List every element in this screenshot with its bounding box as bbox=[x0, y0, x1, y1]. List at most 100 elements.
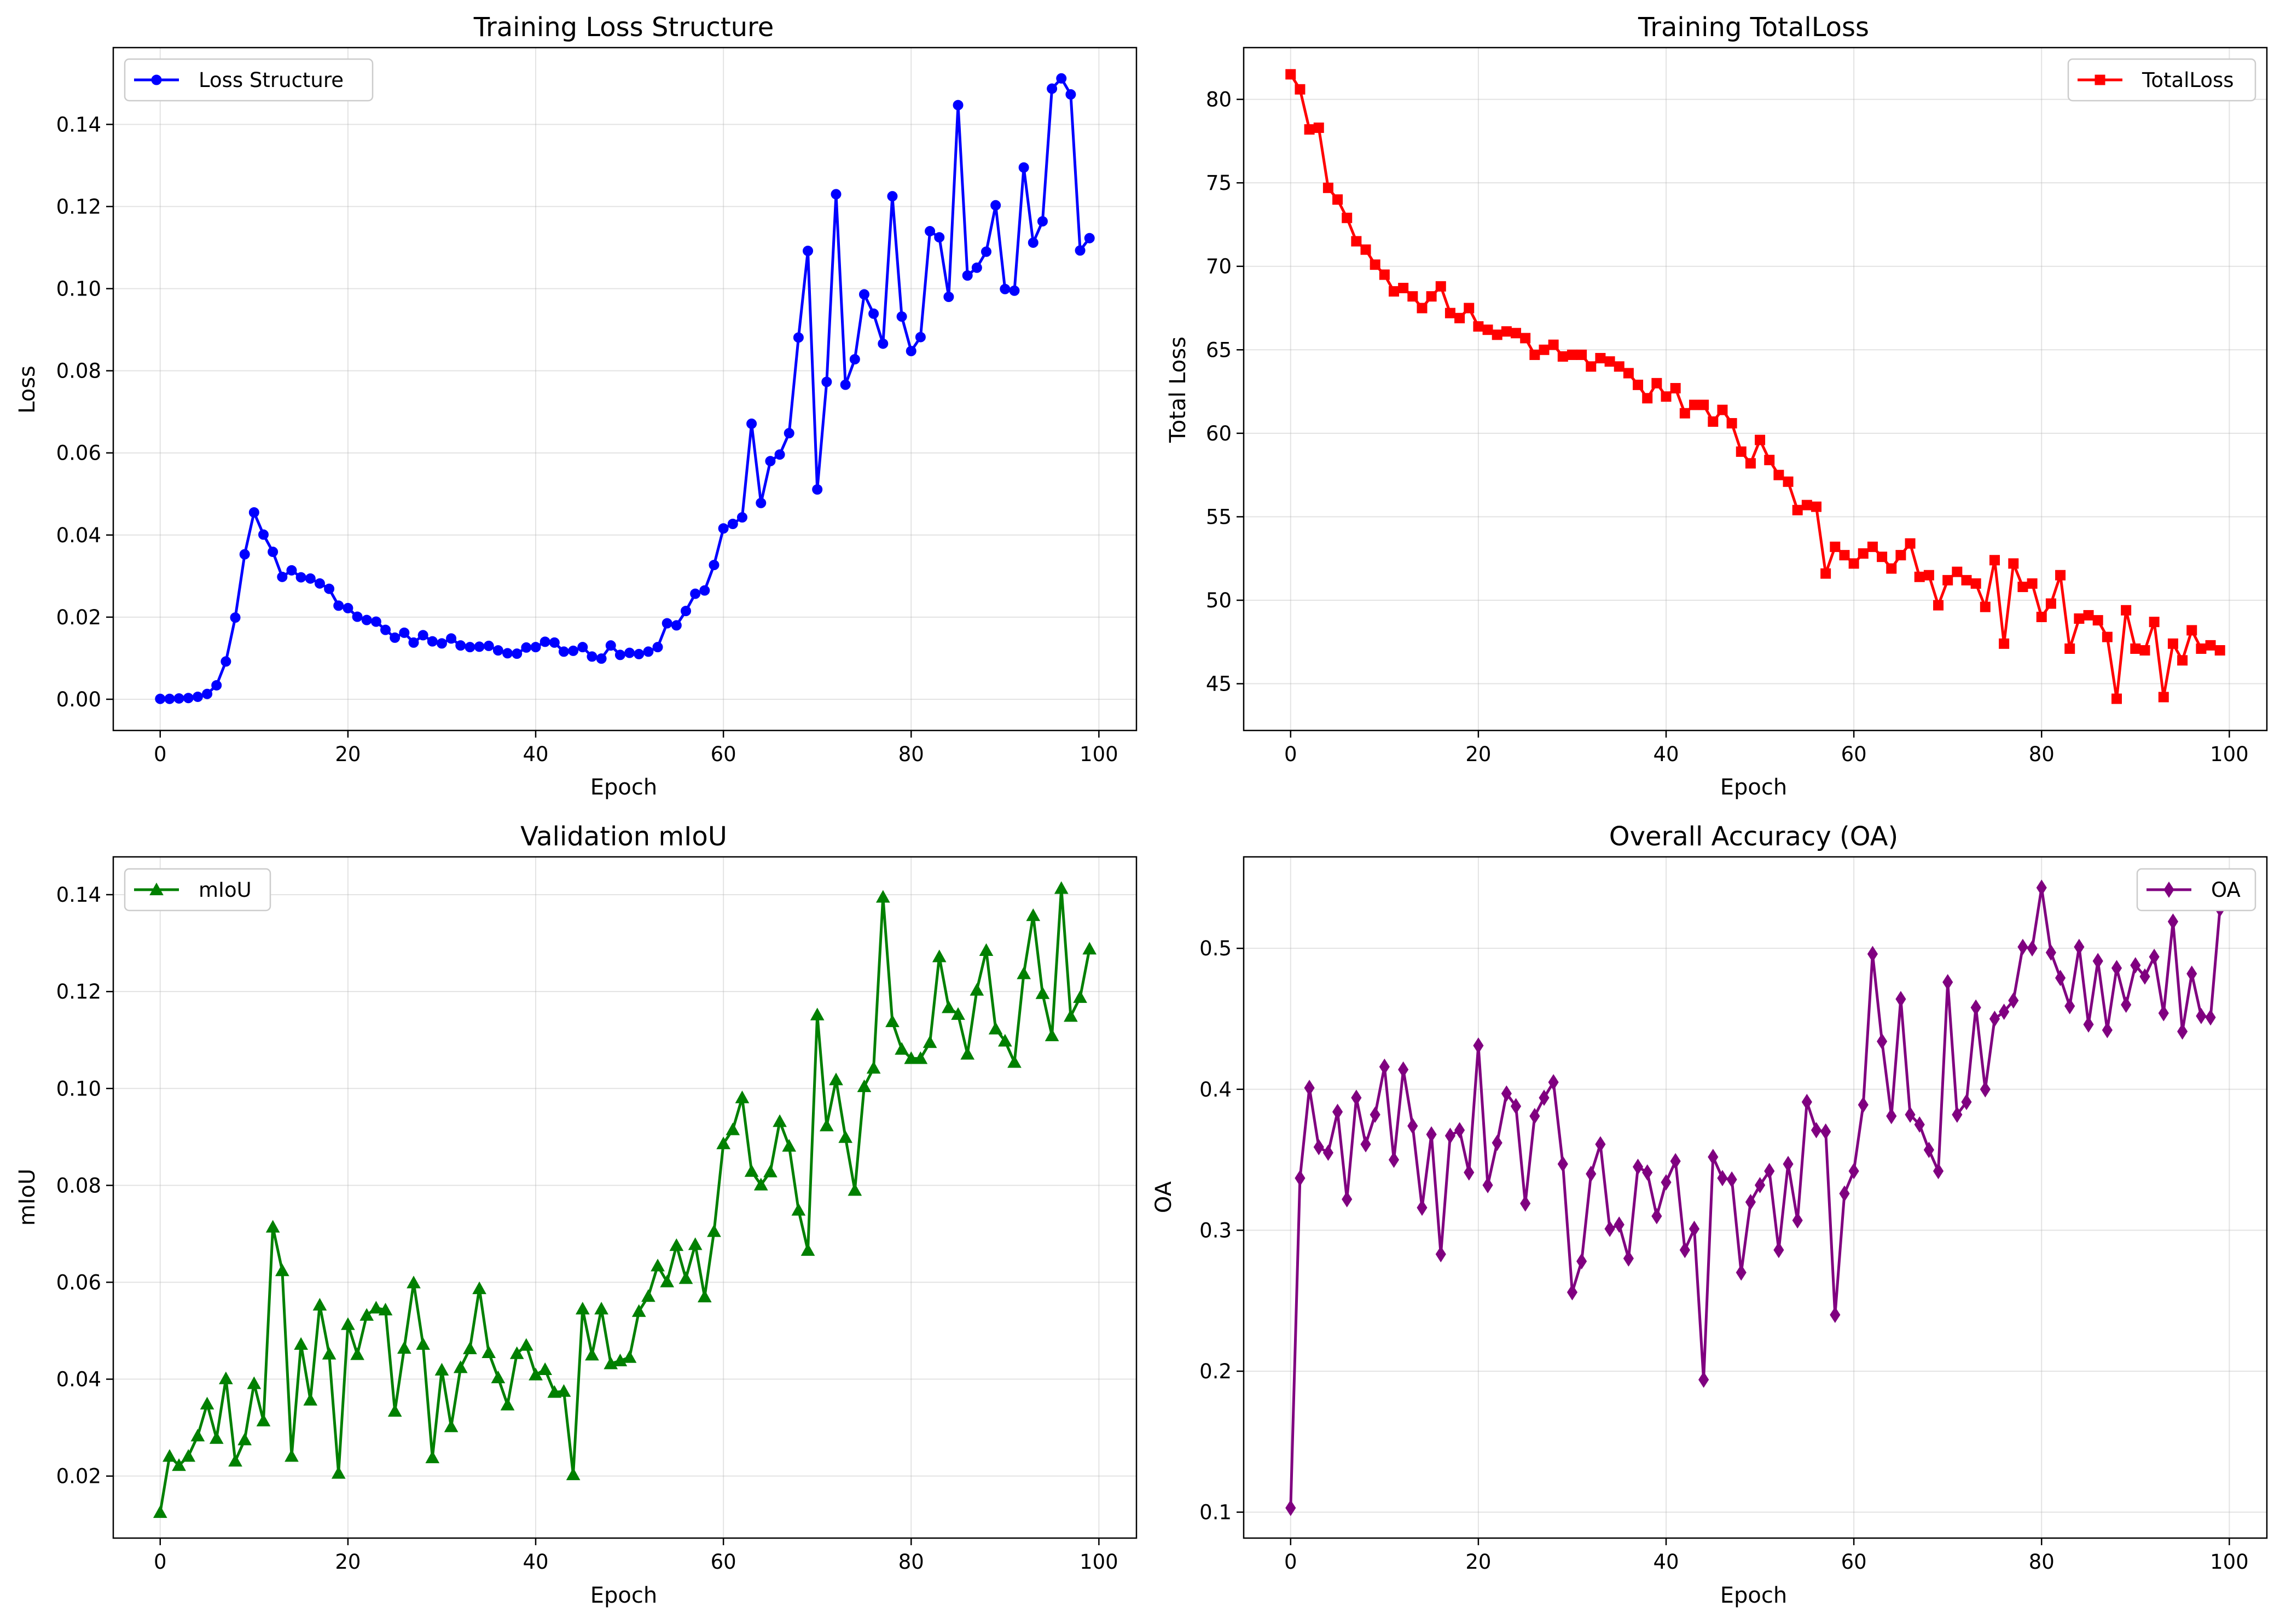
data-point bbox=[539, 636, 550, 647]
data-point bbox=[904, 1051, 919, 1064]
data-point bbox=[1037, 216, 1048, 227]
data-point bbox=[784, 428, 794, 439]
data-point bbox=[2111, 693, 2122, 704]
data-point bbox=[1332, 194, 1343, 205]
data-point bbox=[295, 572, 306, 583]
data-point bbox=[465, 642, 475, 653]
y-tick-label: 0.04 bbox=[56, 1368, 101, 1391]
y-tick-label: 45 bbox=[1206, 672, 1232, 696]
data-point bbox=[651, 1258, 665, 1272]
legend-marker-glyph bbox=[2163, 881, 2174, 898]
data-point bbox=[1604, 356, 1615, 367]
data-point bbox=[1073, 990, 1087, 1003]
data-point bbox=[631, 1304, 646, 1317]
x-tick-label: 0 bbox=[1284, 743, 1297, 766]
data-point bbox=[1970, 578, 1981, 589]
data-point bbox=[1548, 339, 1559, 350]
data-point bbox=[181, 1449, 196, 1462]
data-point bbox=[773, 1114, 787, 1127]
data-point bbox=[915, 332, 926, 343]
y-tick-label: 60 bbox=[1206, 422, 1232, 445]
y-tick-label: 0.04 bbox=[56, 524, 101, 547]
data-point bbox=[988, 1022, 1003, 1035]
data-point bbox=[155, 693, 166, 704]
data-point bbox=[1858, 1097, 1869, 1113]
data-point bbox=[1942, 575, 1953, 585]
legend: TotalLoss bbox=[2067, 58, 2256, 102]
data-point bbox=[1028, 237, 1039, 248]
data-point bbox=[1501, 326, 1512, 337]
data-point bbox=[1792, 504, 1803, 515]
y-axis-label: OA bbox=[1151, 1181, 1176, 1213]
data-point bbox=[390, 632, 401, 643]
data-point bbox=[2130, 643, 2141, 654]
x-tick-label: 20 bbox=[1465, 1550, 1491, 1574]
data-point bbox=[1999, 1004, 2010, 1020]
data-point bbox=[256, 1413, 271, 1426]
data-point bbox=[953, 100, 964, 111]
panel-loss-structure: Training Loss Structure 0 20 40 60 80 100 0.00… bbox=[15, 12, 1138, 800]
data-point bbox=[538, 1362, 553, 1375]
legend-marker bbox=[2095, 74, 2105, 85]
data-point bbox=[1435, 1246, 1446, 1263]
data-point bbox=[1084, 233, 1095, 243]
legend: OA bbox=[2136, 868, 2256, 912]
data-point bbox=[1755, 434, 1766, 445]
data-point bbox=[990, 200, 1001, 211]
legend: mIoU bbox=[124, 868, 271, 912]
data-point bbox=[1623, 368, 1634, 379]
data-point bbox=[1999, 638, 2010, 649]
data-point bbox=[1492, 1134, 1502, 1151]
data-point bbox=[361, 614, 372, 625]
data-point bbox=[1877, 552, 1888, 562]
data-point bbox=[1082, 942, 1097, 955]
data-point bbox=[1065, 89, 1076, 100]
data-point bbox=[1426, 1126, 1437, 1143]
data-point bbox=[1379, 269, 1390, 280]
legend-box bbox=[2067, 58, 2256, 102]
x-tick-label: 80 bbox=[2029, 743, 2055, 766]
data-point bbox=[2008, 992, 2019, 1009]
legend-marker-glyph bbox=[151, 74, 162, 85]
data-point bbox=[268, 547, 279, 558]
data-point bbox=[1914, 571, 1925, 582]
data-point bbox=[697, 1289, 712, 1303]
data-point bbox=[895, 1042, 909, 1055]
data-point bbox=[1867, 541, 1878, 552]
data-point bbox=[763, 1164, 778, 1178]
y-tick-label: 0.02 bbox=[56, 606, 101, 629]
data-point bbox=[378, 1302, 393, 1316]
data-point bbox=[925, 225, 936, 236]
data-point bbox=[387, 1403, 402, 1417]
data-point bbox=[1388, 286, 1399, 297]
panel-miou: Validation mIoU 0 20 40 60 80 100 0.02 0.04 0.06… bbox=[15, 821, 1138, 1608]
data-point bbox=[1417, 303, 1428, 314]
data-point bbox=[951, 1007, 965, 1020]
data-point bbox=[2064, 643, 2075, 654]
data-point bbox=[219, 1371, 233, 1384]
y-tick-label: 0.12 bbox=[56, 195, 101, 218]
data-point bbox=[1473, 1037, 1484, 1054]
data-point bbox=[1342, 1191, 1353, 1208]
data-point bbox=[1764, 455, 1775, 466]
data-point bbox=[1444, 1127, 1456, 1144]
data-point bbox=[753, 1178, 768, 1191]
data-point bbox=[1670, 1153, 1681, 1170]
y-tick-label: 0.12 bbox=[56, 980, 101, 1004]
data-point bbox=[1736, 1264, 1747, 1281]
data-point bbox=[810, 1007, 825, 1020]
x-axis-label: Epoch bbox=[590, 775, 657, 800]
data-point bbox=[1942, 974, 1953, 990]
y-tick-label: 0.10 bbox=[56, 1077, 101, 1100]
data-point bbox=[1952, 566, 1963, 577]
data-point bbox=[407, 1275, 421, 1289]
data-point bbox=[614, 649, 625, 660]
data-point bbox=[2196, 643, 2207, 654]
data-point bbox=[369, 1301, 384, 1314]
data-point bbox=[399, 627, 410, 638]
data-point bbox=[1783, 1156, 1794, 1173]
data-point bbox=[575, 1302, 590, 1315]
data-point bbox=[1567, 349, 1577, 360]
y-tick-label: 0.14 bbox=[56, 113, 101, 136]
data-point bbox=[397, 1341, 411, 1354]
